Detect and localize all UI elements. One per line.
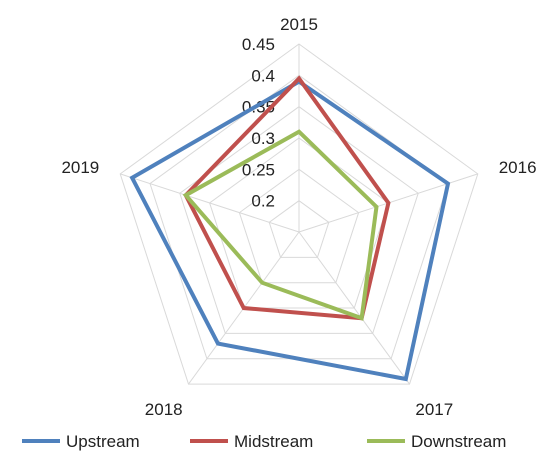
grid-spoke — [298, 231, 410, 385]
category-label-2019: 2019 — [61, 158, 99, 177]
grid-ring — [238, 168, 360, 284]
legend-label: Upstream — [66, 432, 140, 451]
legend-item-downstream: Downstream — [367, 432, 506, 451]
legend-item-upstream: Upstream — [22, 432, 140, 451]
category-labels: 2015 2016 2017 2018 2019 — [61, 15, 536, 419]
series-line-downstream — [182, 129, 379, 321]
category-label-2016: 2016 — [499, 158, 537, 177]
category-label-2017: 2017 — [415, 400, 453, 419]
grid-ring — [119, 43, 479, 385]
tick-label: 0.25 — [242, 160, 275, 179]
legend-label: Downstream — [411, 432, 506, 451]
legend: Upstream Midstream Downstream — [22, 432, 506, 451]
series-lines — [129, 75, 451, 382]
series-line-midstream — [183, 75, 391, 321]
legend-item-midstream: Midstream — [190, 432, 313, 451]
tick-label: 0.4 — [251, 66, 275, 85]
grid-spoke — [120, 173, 300, 233]
tick-label: 0.2 — [251, 192, 275, 211]
series-line-upstream — [129, 79, 451, 382]
grid-ring — [209, 137, 389, 309]
legend-label: Midstream — [234, 432, 313, 451]
tick-label: 0.3 — [251, 129, 275, 148]
category-label-2018: 2018 — [145, 400, 183, 419]
grid-ring — [268, 200, 330, 258]
tick-label: 0.45 — [242, 35, 275, 54]
radar-grid — [119, 43, 479, 385]
category-label-2015: 2015 — [280, 15, 318, 34]
